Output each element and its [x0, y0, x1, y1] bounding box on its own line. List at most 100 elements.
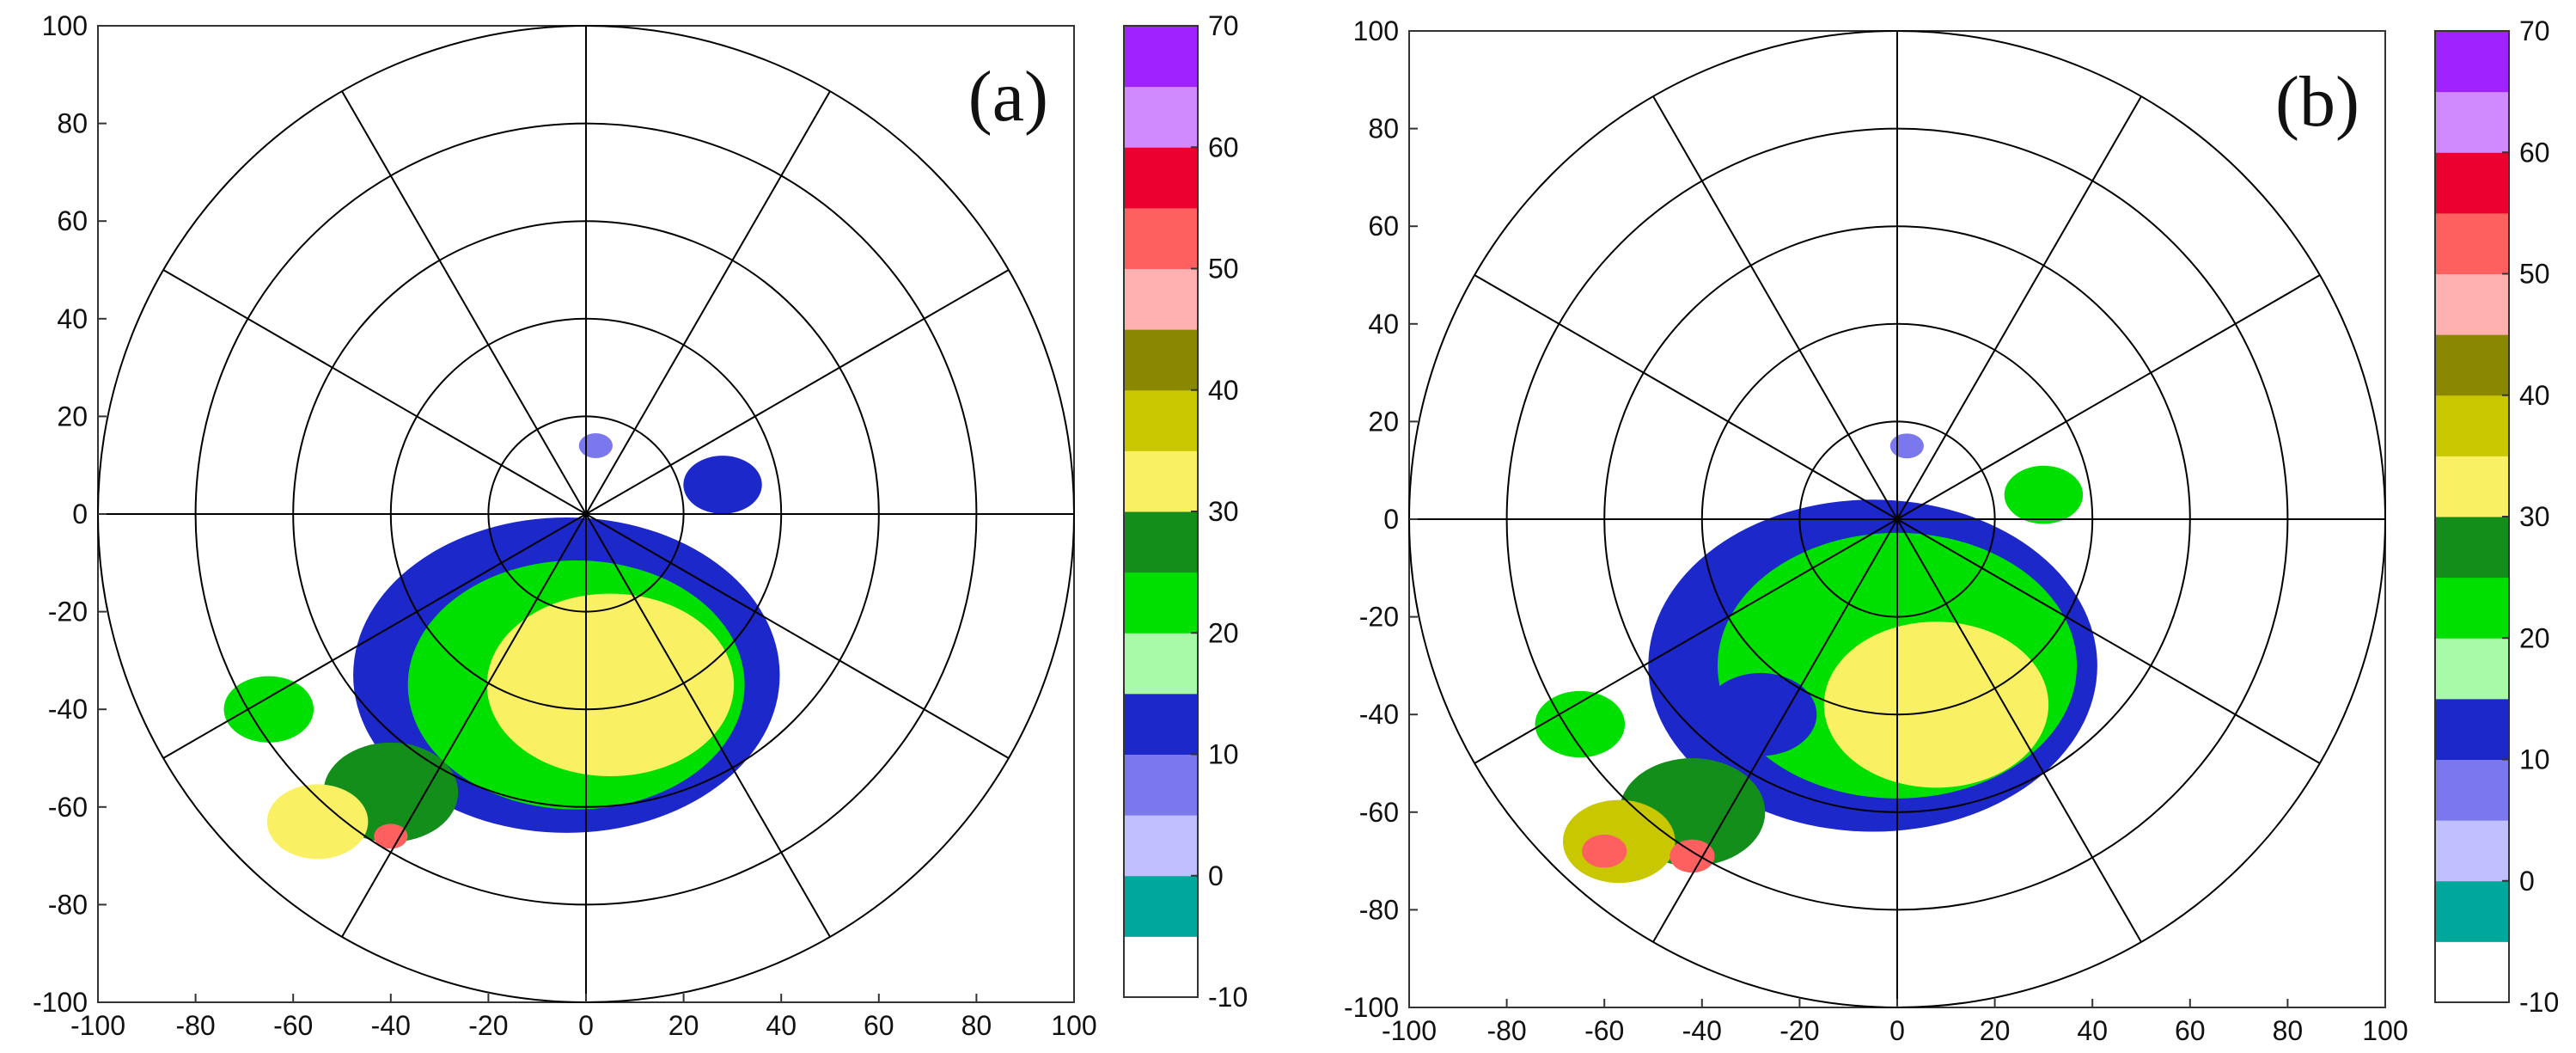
colorbar-tick-label: 50	[2519, 259, 2550, 290]
colorbar-bin-40	[1124, 329, 1198, 391]
echo-sw-core	[374, 823, 408, 849]
y-tick-label: 0	[72, 499, 88, 530]
spoke-210	[1474, 518, 1898, 764]
colorbar-bin-0	[1124, 815, 1198, 877]
y-tick-label: -100	[33, 987, 88, 1018]
spoke-330	[585, 513, 1010, 759]
echo-sw-band-3	[1535, 690, 1626, 758]
x-tick-label: 40	[766, 1010, 797, 1041]
x-tick-label: -60	[1584, 1015, 1624, 1046]
y-tick-label: -20	[48, 597, 88, 628]
x-tick-label: 100	[2362, 1015, 2408, 1046]
colorbar-bin-30	[2435, 456, 2509, 517]
panel-a: -100 -80 -60 -40 -20 0 20 40 60 80 100 100 80 60 40 20 0…	[33, 10, 1248, 1041]
y-tick-label: -20	[1359, 602, 1399, 633]
x-tick-label: -80	[1486, 1015, 1526, 1046]
spoke-240	[341, 513, 587, 938]
colorbar-tick-label: 30	[1208, 496, 1239, 527]
colorbar-bin-55	[1124, 147, 1198, 209]
y-tick-label: -100	[1344, 992, 1399, 1023]
colorbar-tick-label: 30	[2519, 501, 2550, 532]
x-tick-label: -20	[468, 1010, 508, 1041]
colorbar-bin-5	[1124, 754, 1198, 816]
colorbar-tick-label: 40	[1208, 375, 1239, 406]
x-tick-label: 20	[668, 1010, 699, 1041]
spoke-330	[1896, 518, 2321, 764]
colorbar-bin-25	[2435, 517, 2509, 579]
x-tick-label: 60	[864, 1010, 894, 1041]
x-tick-label: 80	[2273, 1015, 2304, 1046]
colorbar-bin--5	[1124, 875, 1198, 937]
colorbar-bin-35	[1124, 389, 1198, 451]
colorbar-bin-60	[2435, 91, 2509, 153]
colorbar-bin-35	[2435, 395, 2509, 456]
colorbar-tick-label: 20	[2519, 622, 2550, 653]
echo-sw-core-1	[1670, 839, 1715, 873]
y-tick-label: 80	[57, 108, 88, 139]
y-tick-label: -80	[48, 889, 88, 920]
colorbar-bin-60	[1124, 86, 1198, 148]
colorbar-bin-10	[1124, 693, 1198, 755]
y-tick-label: 20	[57, 401, 88, 432]
colorbar-tick-label: 50	[1208, 254, 1239, 285]
colorbar-bin-65	[1124, 26, 1198, 88]
y-tick-label: -80	[1359, 894, 1399, 925]
x-tick-label: 100	[1051, 1010, 1096, 1041]
echo-sw-band-3	[223, 676, 314, 743]
colorbar-tick-label: 10	[2519, 744, 2550, 775]
x-tick-label: 60	[2175, 1015, 2206, 1046]
x-tick-label: 80	[961, 1010, 992, 1041]
spoke-240	[1652, 518, 1898, 943]
y-tick-label: 40	[57, 303, 88, 334]
echo-west-blue	[1704, 672, 1817, 756]
colorbar-tick-label: 70	[1208, 10, 1239, 41]
echo-layer	[223, 432, 780, 860]
y-tick-label: -40	[1359, 699, 1399, 730]
panel-label: (b)	[2275, 62, 2359, 142]
colorbar-tick-label: 40	[2519, 380, 2550, 411]
colorbar-tick-label: 10	[1208, 739, 1239, 770]
x-tick-label: 0	[1889, 1015, 1905, 1046]
y-tick-label: 100	[42, 10, 88, 41]
y-tick-label: 60	[1368, 211, 1399, 242]
x-tick-label: -80	[175, 1010, 215, 1041]
y-tick-label: 40	[1368, 309, 1399, 340]
colorbar-bin-45	[2435, 273, 2509, 335]
colorbar-tick-label: 60	[2519, 137, 2550, 168]
x-tick-label: 40	[2077, 1015, 2108, 1046]
colorbar-bin-15	[1124, 633, 1198, 695]
echo-ne-cell	[683, 456, 762, 514]
spoke-60	[585, 90, 831, 515]
spoke-300	[1896, 518, 2142, 943]
y-tick-label: 60	[57, 205, 88, 236]
colorbar-bin-50	[1124, 207, 1198, 269]
spoke-30	[1896, 274, 2321, 520]
y-tick-label: -60	[1359, 797, 1399, 828]
x-tick-label: -60	[273, 1010, 313, 1041]
colorbar-bin-40	[2435, 334, 2509, 396]
colorbar-bin-20	[1124, 572, 1198, 634]
colorbar-bin-45	[1124, 268, 1198, 330]
spoke-120	[1652, 95, 1898, 520]
y-tick-label: 0	[1383, 504, 1399, 535]
y-tick-label: -40	[48, 694, 88, 725]
colorbar-bin-10	[2435, 698, 2509, 760]
colorbar-tick-label: 70	[2519, 15, 2550, 46]
echo-north-cell	[578, 432, 613, 458]
colorbar-tick-label: 60	[1208, 132, 1239, 162]
colorbar-bin-15	[2435, 638, 2509, 700]
spoke-120	[341, 90, 587, 515]
x-tick-label: -100	[1382, 1015, 1437, 1046]
echo-ne-cell	[2004, 465, 2084, 524]
echo-sw-band-2	[266, 784, 369, 860]
x-tick-label: -100	[70, 1010, 125, 1041]
colorbar-tick-label: 0	[1208, 860, 1224, 891]
spoke-210	[162, 513, 587, 759]
colorbar-tick-label: 20	[1208, 617, 1239, 648]
echo-sw-core-2	[1582, 834, 1627, 868]
spoke-300	[585, 513, 831, 938]
colorbar-bin-55	[2435, 152, 2509, 214]
colorbar-bin--10	[2435, 941, 2509, 1003]
colorbar-bin--10	[1124, 936, 1198, 998]
